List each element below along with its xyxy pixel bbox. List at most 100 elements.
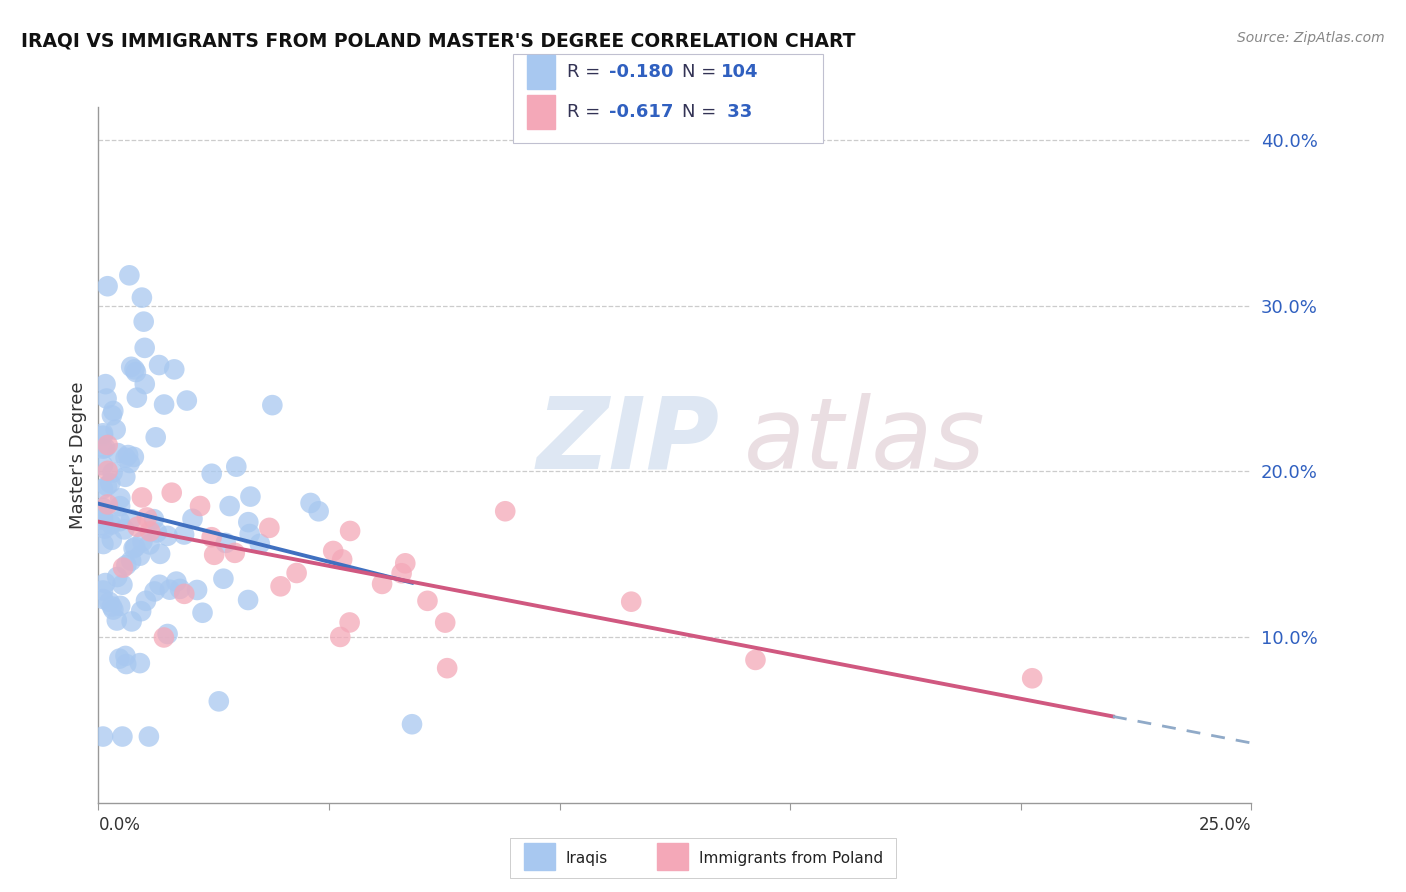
Point	[143, 584, 166, 599]
Point	[239, 527, 262, 541]
Point	[122, 541, 145, 556]
Point	[118, 456, 141, 470]
Point	[91, 513, 114, 527]
Point	[156, 627, 179, 641]
Point	[218, 499, 240, 513]
Point	[97, 497, 120, 511]
Point	[91, 458, 114, 473]
Text: Iraqis: Iraqis	[565, 851, 609, 865]
Point	[129, 604, 152, 618]
Point	[124, 540, 146, 554]
Point	[125, 365, 148, 379]
Text: IRAQI VS IMMIGRANTS FROM POLAND MASTER'S DEGREE CORRELATION CHART: IRAQI VS IMMIGRANTS FROM POLAND MASTER'S…	[21, 31, 856, 50]
Point	[91, 583, 114, 598]
Point	[149, 578, 172, 592]
Point	[494, 504, 516, 518]
Point	[103, 602, 125, 616]
Point	[125, 391, 148, 405]
Point	[91, 428, 114, 442]
Point	[620, 595, 643, 609]
Point	[270, 579, 292, 593]
Text: 104: 104	[721, 63, 759, 81]
Point	[108, 651, 131, 665]
Point	[115, 558, 138, 573]
Point	[111, 730, 134, 744]
Point	[149, 547, 172, 561]
Point	[128, 656, 150, 670]
Text: Immigrants from Poland: Immigrants from Poland	[699, 851, 883, 865]
Point	[101, 409, 124, 423]
Text: 33: 33	[721, 103, 752, 121]
Point	[131, 534, 153, 549]
Text: 25.0%: 25.0%	[1199, 816, 1251, 834]
Point	[121, 615, 143, 629]
Point	[299, 496, 322, 510]
Point	[94, 441, 117, 455]
Point	[118, 268, 141, 283]
Point	[153, 398, 176, 412]
Point	[96, 479, 118, 493]
Point	[138, 537, 160, 551]
Point	[120, 554, 142, 568]
Text: -0.180: -0.180	[609, 63, 673, 81]
Text: N =: N =	[682, 103, 721, 121]
Point	[134, 341, 156, 355]
Point	[96, 392, 118, 406]
Point	[114, 648, 136, 663]
Point	[159, 582, 181, 597]
Text: atlas: atlas	[744, 392, 986, 490]
Point	[416, 594, 439, 608]
Point	[101, 466, 124, 480]
Point	[173, 587, 195, 601]
Point	[93, 522, 115, 536]
Point	[163, 362, 186, 376]
Point	[262, 398, 284, 412]
Point	[239, 490, 262, 504]
Point	[744, 653, 766, 667]
Point	[322, 544, 344, 558]
Point	[330, 552, 353, 566]
Point	[201, 467, 224, 481]
Point	[173, 527, 195, 541]
Text: N =: N =	[682, 63, 721, 81]
Point	[391, 566, 413, 581]
Point	[212, 572, 235, 586]
Y-axis label: Master's Degree: Master's Degree	[69, 381, 87, 529]
Point	[215, 536, 238, 550]
Point	[148, 358, 170, 372]
Point	[169, 582, 191, 596]
Point	[146, 525, 169, 540]
Point	[142, 512, 165, 526]
Point	[401, 717, 423, 731]
Point	[114, 450, 136, 465]
Point	[329, 630, 352, 644]
Point	[98, 595, 121, 609]
Point	[108, 499, 131, 513]
Point	[91, 730, 114, 744]
Point	[186, 582, 208, 597]
Point	[107, 446, 129, 460]
Point	[139, 524, 162, 539]
Point	[145, 430, 167, 444]
Point	[103, 404, 125, 418]
Point	[191, 606, 214, 620]
Point	[112, 560, 135, 574]
Point	[114, 470, 136, 484]
Text: Source: ZipAtlas.com: Source: ZipAtlas.com	[1237, 31, 1385, 45]
Point	[91, 518, 114, 533]
Text: R =: R =	[567, 63, 606, 81]
Point	[131, 291, 153, 305]
Point	[134, 377, 156, 392]
Point	[249, 537, 271, 551]
Point	[160, 485, 183, 500]
Point	[91, 508, 114, 523]
Point	[105, 570, 128, 584]
Point	[122, 450, 145, 464]
Point	[108, 599, 131, 613]
Point	[136, 510, 159, 524]
Point	[91, 442, 114, 456]
Point	[97, 279, 120, 293]
Point	[120, 359, 142, 374]
Point	[135, 594, 157, 608]
Point	[101, 533, 124, 547]
